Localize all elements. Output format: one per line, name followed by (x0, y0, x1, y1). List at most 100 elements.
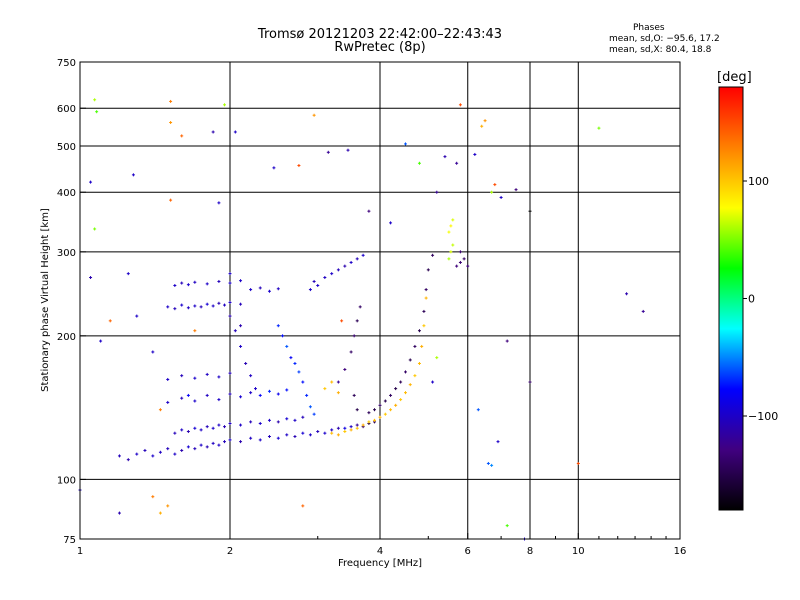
data-point (228, 314, 232, 318)
data-point (490, 463, 494, 467)
data-point (180, 303, 184, 307)
x-tick-label: 2 (227, 546, 233, 557)
data-point (355, 257, 359, 261)
data-point (505, 524, 509, 528)
data-point (135, 314, 139, 318)
data-point (417, 329, 421, 333)
data-point (355, 423, 359, 427)
data-point (413, 374, 417, 378)
data-point (166, 400, 170, 404)
data-point (143, 448, 147, 452)
data-point (358, 305, 362, 309)
data-point (186, 393, 190, 397)
data-point (486, 461, 490, 465)
data-point (253, 387, 257, 391)
data-point (239, 302, 243, 306)
data-point (293, 435, 297, 439)
x-tick-label: 10 (572, 546, 585, 557)
data-point (403, 142, 407, 146)
data-point (443, 155, 447, 159)
data-point (180, 374, 184, 378)
data-point (420, 344, 424, 348)
data-point (326, 150, 330, 154)
data-point (239, 279, 243, 283)
data-point (449, 250, 453, 254)
data-point (451, 218, 455, 222)
data-point (422, 309, 426, 313)
data-point (228, 421, 232, 425)
data-point (249, 288, 253, 292)
data-point (217, 301, 221, 305)
data-point (383, 399, 387, 403)
data-point (193, 304, 197, 308)
data-point (308, 405, 312, 409)
data-point (186, 306, 190, 310)
data-point (211, 426, 215, 430)
data-point (205, 282, 209, 286)
data-point (285, 388, 289, 392)
data-point (490, 190, 494, 194)
data-point (276, 392, 280, 396)
data-point (343, 367, 347, 371)
data-point (399, 380, 403, 384)
data-point (126, 272, 130, 276)
data-point (355, 319, 359, 323)
colorbar-label: [deg] (717, 70, 752, 85)
data-point (158, 450, 162, 454)
data-point (476, 408, 480, 412)
data-point (267, 435, 271, 439)
data-point (373, 408, 377, 412)
data-point (223, 440, 227, 444)
data-point (403, 391, 407, 395)
data-point (408, 358, 412, 362)
x-tick-label: 6 (465, 546, 471, 557)
data-point (301, 415, 305, 419)
data-point (641, 309, 645, 313)
colorbar-tick-label: 0 (748, 293, 755, 306)
data-point (217, 398, 221, 402)
data-point (223, 303, 227, 307)
data-point (135, 452, 139, 456)
data-point (289, 356, 293, 360)
data-point (297, 164, 301, 168)
data-point (131, 173, 135, 177)
data-point (285, 344, 289, 348)
data-point (389, 408, 393, 412)
data-point (413, 344, 417, 348)
data-point (205, 372, 209, 376)
data-point (151, 350, 155, 354)
data-point (330, 428, 334, 432)
data-point (403, 370, 407, 374)
data-point (625, 292, 629, 296)
data-point (417, 161, 421, 165)
data-point (466, 264, 470, 268)
data-point (169, 198, 173, 202)
data-point (576, 461, 580, 465)
data-point (435, 356, 439, 360)
data-point (158, 511, 162, 515)
data-point (316, 430, 320, 434)
data-point (316, 283, 320, 287)
data-point (233, 130, 237, 134)
data-point (458, 250, 462, 254)
data-point (249, 420, 253, 424)
data-point (323, 387, 327, 391)
data-point (166, 305, 170, 309)
data-point (193, 280, 197, 284)
data-point (180, 428, 184, 432)
data-point (108, 319, 112, 323)
data-point (117, 511, 121, 515)
x-tick-label: 1 (77, 546, 83, 557)
data-point (336, 426, 340, 430)
data-point (173, 431, 177, 435)
data-point (228, 281, 232, 285)
data-point (205, 445, 209, 449)
data-point (473, 152, 477, 156)
data-point (597, 126, 601, 130)
data-point (281, 334, 285, 338)
x-tick-label: 4 (377, 546, 383, 557)
data-point (352, 393, 356, 397)
data-point (285, 433, 289, 437)
data-point (199, 428, 203, 432)
data-point (355, 408, 359, 412)
